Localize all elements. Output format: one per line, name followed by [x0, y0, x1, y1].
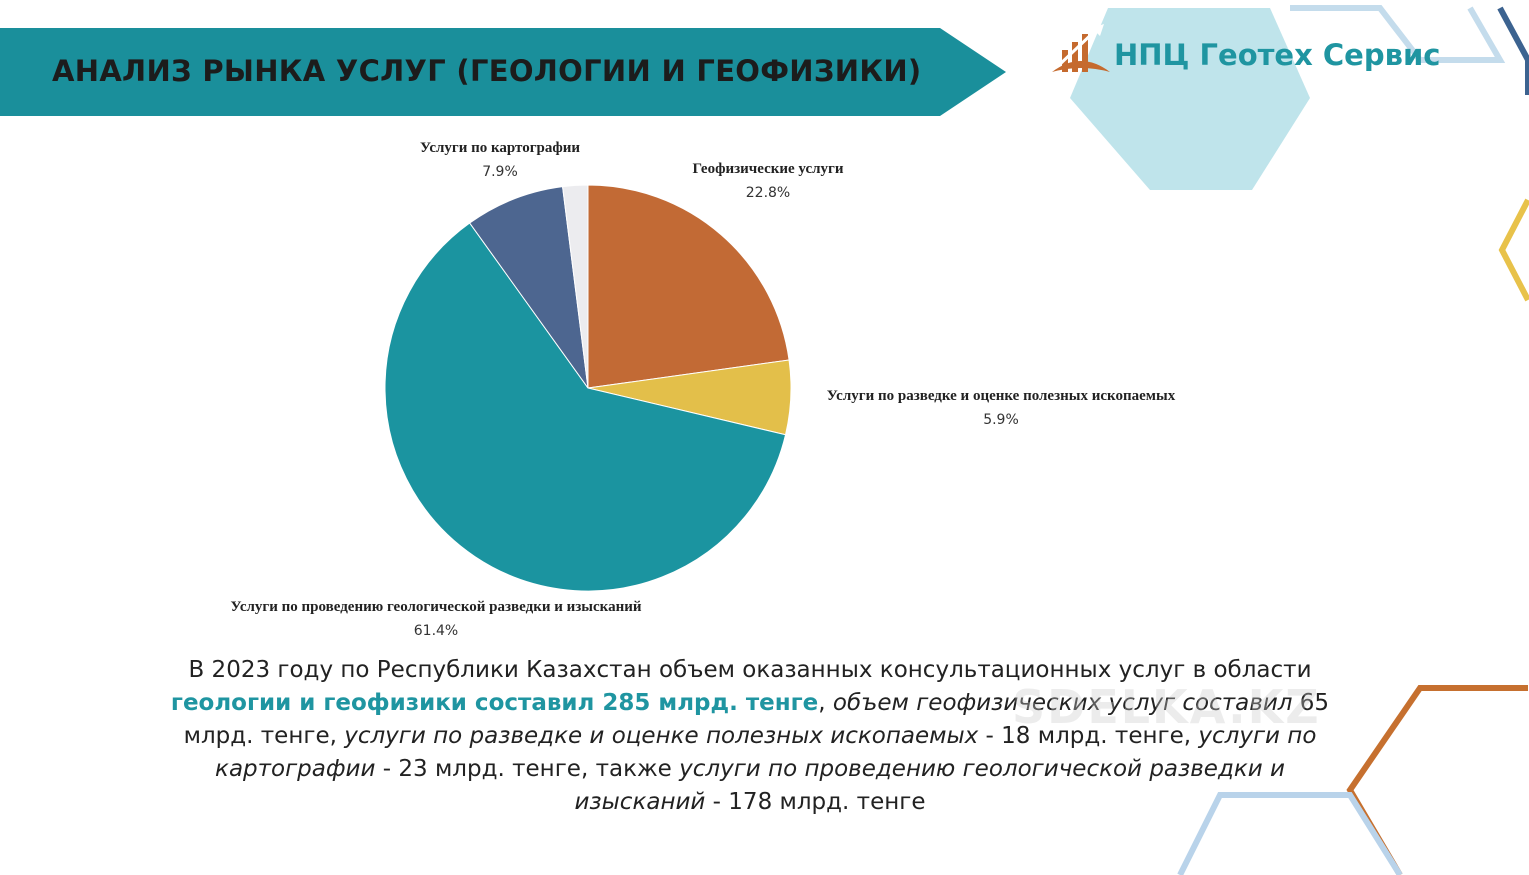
label-geofizicheskie-pct: 22.8% [745, 185, 791, 201]
label-geologicheskoy: Услуги по проведению геологической разве… [190, 595, 682, 643]
hexagon-outline-bottom-blue [1177, 792, 1403, 875]
hexagon-light-fill [1070, 8, 1310, 190]
hexagon-outline-top-right [1290, 5, 1506, 63]
summary-highlight: геологии и геофизики составил 285 млрд. … [170, 690, 819, 716]
label-geologicheskoy-pct: 61.4% [413, 623, 459, 639]
watermark: SDELKA.KZ [1012, 680, 1321, 734]
pie-slice-2 [384, 222, 787, 592]
summary-paragraph: В 2023 году по Республики Казахстан объе… [150, 654, 1350, 819]
summary-part-8: услуги по картографии [215, 723, 1317, 782]
label-geologicheskoy-name: Услуги по проведению геологической разве… [230, 599, 642, 615]
summary-part-6: услуги по разведке и оценке полезных иск… [344, 723, 979, 749]
label-kartografii-name: Услуги по картографии [419, 140, 581, 156]
summary-part-5: 65 млрд. тенге, [183, 690, 1330, 749]
label-razvedke-pct: 5.9% [983, 412, 1019, 428]
hexagon-outline-corner [1497, 6, 1529, 95]
pie-slice-0 [587, 184, 790, 389]
header-band [0, 28, 1006, 116]
summary-part-9: - 23 млрд. тенге, также [375, 756, 680, 782]
summary-part-1: В 2023 году по Республики Казахстан объе… [188, 657, 1312, 683]
summary-part-10: услуги по проведению геологической разве… [574, 756, 1285, 815]
label-geofizicheskie-name: Геофизические услуги [692, 161, 844, 177]
pie-slice-4 [561, 184, 589, 389]
label-kartografii-pct: 7.9% [482, 164, 518, 180]
pie-slice-3 [469, 186, 589, 389]
label-razvedke: Услуги по разведке и оценке полезных иск… [796, 384, 1206, 432]
summary-part-3: , [818, 690, 833, 716]
label-geofizicheskie: Геофизические услуги 22.8% [668, 157, 868, 205]
summary-part-4: объем геофизических услуг составил [832, 690, 1293, 716]
label-razvedke-name: Услуги по разведке и оценке полезных иск… [826, 388, 1176, 404]
summary-part-7: - 18 млрд. тенге, [978, 723, 1199, 749]
label-kartografii: Услуги по картографии 7.9% [400, 136, 600, 184]
logo-icon [1052, 24, 1110, 72]
page-title: АНАЛИЗ РЫНКА УСЛУГ (ГЕОЛОГИИ И ГЕОФИЗИКИ… [52, 54, 922, 88]
logo-text: НПЦ Геотех Сервис [1114, 38, 1441, 72]
summary-part-11: - 178 млрд. тенге [705, 789, 926, 815]
hexagon-outline-right-gold [1498, 198, 1529, 302]
